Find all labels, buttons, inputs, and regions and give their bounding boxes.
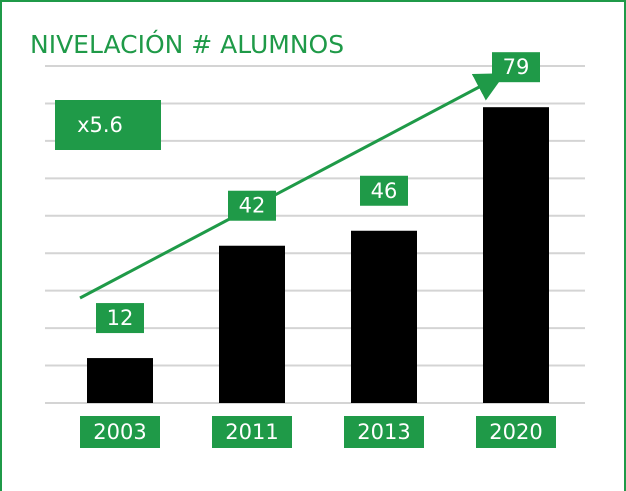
trend-arrow bbox=[79, 73, 506, 300]
value-label-box bbox=[360, 175, 408, 206]
value-label-box bbox=[228, 190, 276, 221]
value-label: 12 bbox=[107, 306, 134, 330]
bar bbox=[483, 107, 549, 403]
value-label: 79 bbox=[503, 55, 530, 79]
value-label-box bbox=[492, 52, 540, 83]
x-tick-label: 2003 bbox=[93, 420, 146, 444]
category-box bbox=[476, 416, 556, 448]
bar bbox=[351, 230, 417, 403]
category-box bbox=[344, 416, 424, 448]
x-tick-label: 2013 bbox=[357, 420, 410, 444]
bar bbox=[219, 245, 285, 403]
x-tick-label: 2020 bbox=[489, 420, 542, 444]
annotation-box bbox=[55, 100, 161, 150]
category-box bbox=[212, 416, 292, 448]
chart-title: NIVELACIÓN # ALUMNOS bbox=[30, 29, 344, 59]
category-box bbox=[80, 416, 160, 448]
value-label: 46 bbox=[371, 179, 398, 203]
value-label-box bbox=[96, 303, 144, 334]
bar bbox=[87, 358, 153, 403]
annotation: x5.6 bbox=[77, 113, 123, 137]
value-label: 42 bbox=[239, 194, 266, 218]
x-tick-label: 2011 bbox=[225, 420, 278, 444]
